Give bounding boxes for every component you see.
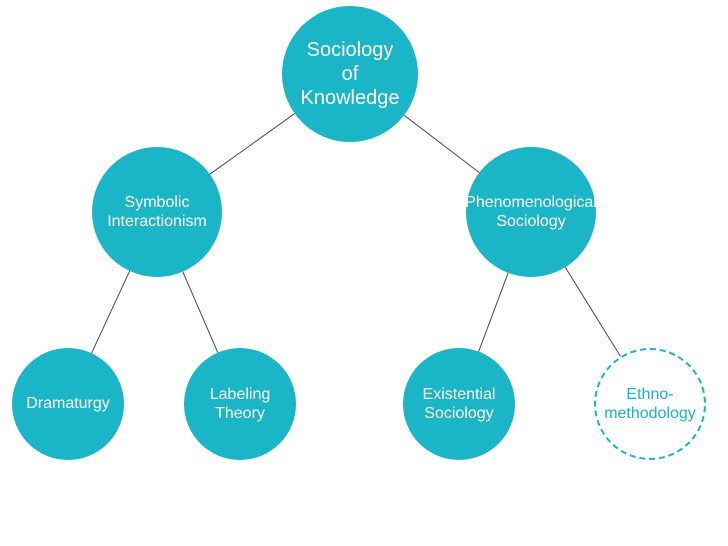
edge-phenom-existential [479,273,509,352]
node-ethno: Ethno- methodology [594,348,706,460]
node-existential: Existential Sociology [403,348,515,460]
edge-symbolic-labeling [183,272,218,353]
node-labeling: Labeling Theory [184,348,296,460]
node-label: Phenomenological Sociology [465,193,597,231]
node-label: Dramaturgy [26,394,110,413]
node-symbolic: Symbolic Interactionism [92,147,222,277]
node-label: Sociology of Knowledge [301,38,400,110]
node-label: Symbolic Interactionism [107,193,207,231]
edge-symbolic-dramaturgy [92,271,130,353]
node-root: Sociology of Knowledge [282,6,418,142]
node-label: Ethno- methodology [604,385,696,423]
edge-phenom-ethno [565,267,620,356]
node-label: Existential Sociology [423,385,496,423]
node-dramaturgy: Dramaturgy [12,348,124,460]
node-phenom: Phenomenological Sociology [466,147,596,277]
node-label: Labeling Theory [210,385,271,423]
edge-root-phenom [404,115,479,172]
edge-root-symbolic [210,114,295,175]
